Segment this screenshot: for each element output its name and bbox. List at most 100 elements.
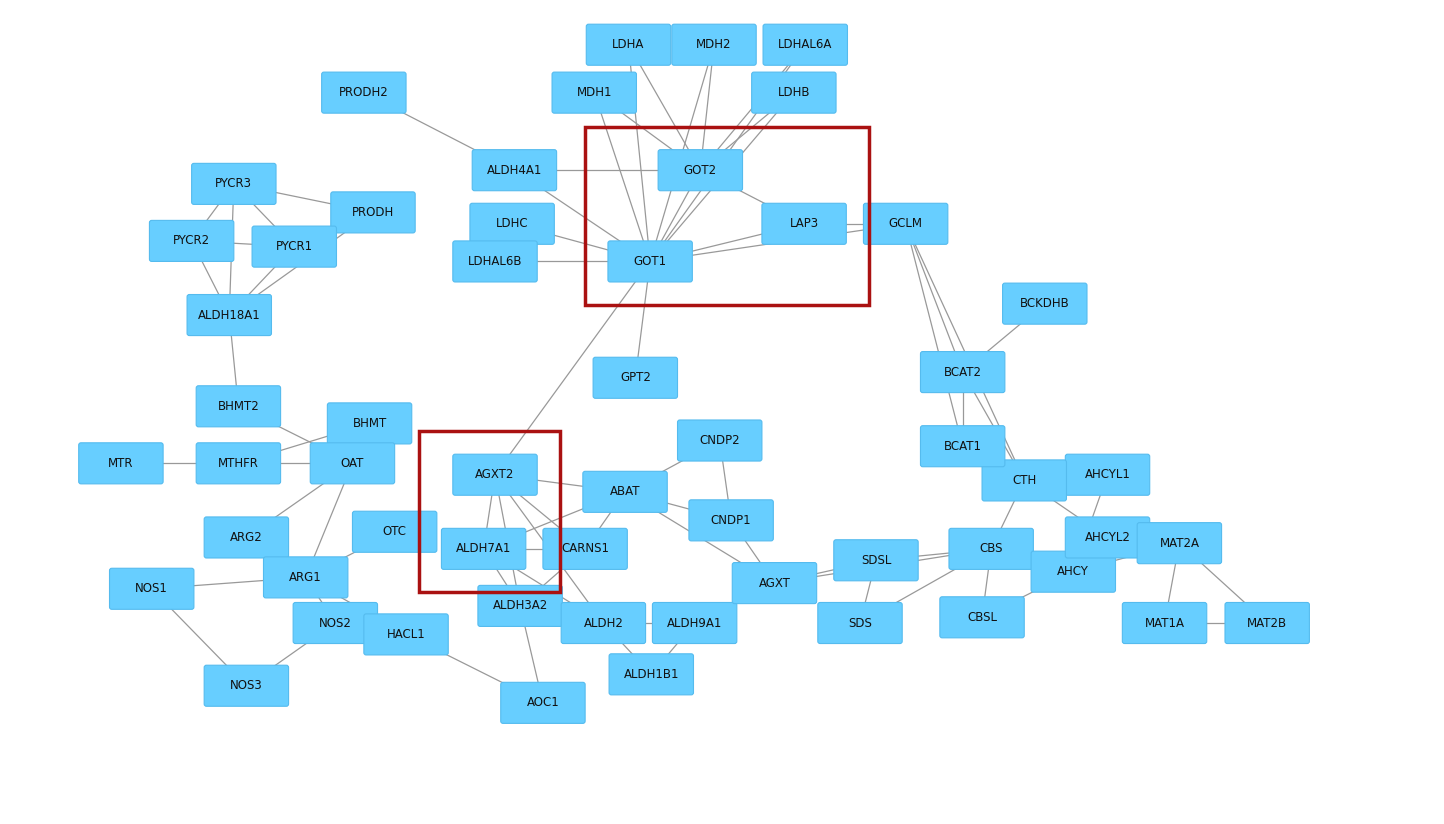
FancyBboxPatch shape	[543, 528, 627, 569]
FancyBboxPatch shape	[940, 597, 1024, 638]
Text: AOC1: AOC1	[527, 696, 559, 709]
FancyBboxPatch shape	[920, 426, 1005, 466]
Text: MTHFR: MTHFR	[218, 456, 258, 470]
FancyBboxPatch shape	[762, 204, 846, 245]
Text: GOT2: GOT2	[684, 164, 716, 176]
FancyBboxPatch shape	[653, 602, 736, 644]
Bar	[419, 432, 560, 592]
Text: LAP3: LAP3	[790, 218, 819, 230]
FancyBboxPatch shape	[583, 471, 667, 513]
Text: NOS2: NOS2	[319, 616, 352, 630]
FancyBboxPatch shape	[110, 569, 193, 609]
Text: LDHAL6B: LDHAL6B	[468, 255, 523, 268]
FancyBboxPatch shape	[982, 460, 1067, 501]
Text: BHMT: BHMT	[352, 417, 387, 430]
Text: BHMT2: BHMT2	[218, 400, 260, 413]
FancyBboxPatch shape	[188, 294, 271, 335]
FancyBboxPatch shape	[204, 517, 289, 558]
Text: NOS3: NOS3	[230, 679, 263, 692]
FancyBboxPatch shape	[1002, 283, 1087, 324]
Text: MAT1A: MAT1A	[1145, 616, 1184, 630]
Text: PYCR3: PYCR3	[215, 177, 253, 190]
FancyBboxPatch shape	[322, 73, 406, 113]
FancyBboxPatch shape	[501, 682, 585, 723]
Text: CARNS1: CARNS1	[562, 542, 609, 555]
FancyBboxPatch shape	[752, 73, 836, 113]
Text: NOS1: NOS1	[136, 583, 168, 595]
Text: MDH2: MDH2	[696, 38, 732, 51]
FancyBboxPatch shape	[689, 500, 774, 541]
FancyBboxPatch shape	[253, 226, 336, 267]
Text: LDHB: LDHB	[778, 87, 810, 99]
Text: BCAT1: BCAT1	[944, 440, 982, 452]
Text: GPT2: GPT2	[619, 372, 651, 384]
FancyBboxPatch shape	[79, 442, 163, 484]
Text: LDHA: LDHA	[612, 38, 644, 51]
Text: BCAT2: BCAT2	[944, 366, 982, 378]
FancyBboxPatch shape	[293, 602, 377, 644]
Bar	[585, 127, 869, 305]
FancyBboxPatch shape	[586, 24, 670, 65]
Text: MAT2A: MAT2A	[1160, 536, 1200, 550]
FancyBboxPatch shape	[364, 614, 448, 655]
FancyBboxPatch shape	[671, 24, 757, 65]
FancyBboxPatch shape	[1122, 602, 1207, 644]
Text: PYCR2: PYCR2	[173, 234, 211, 247]
FancyBboxPatch shape	[453, 241, 537, 282]
FancyBboxPatch shape	[204, 665, 289, 706]
Text: ALDH3A2: ALDH3A2	[492, 599, 547, 612]
Text: AHCY: AHCY	[1057, 565, 1089, 578]
Text: ARG1: ARG1	[289, 571, 322, 584]
FancyBboxPatch shape	[608, 241, 692, 282]
Text: MAT2B: MAT2B	[1248, 616, 1287, 630]
Text: MDH1: MDH1	[576, 87, 612, 99]
FancyBboxPatch shape	[196, 386, 280, 427]
FancyBboxPatch shape	[817, 602, 902, 644]
FancyBboxPatch shape	[552, 73, 637, 113]
Text: CTH: CTH	[1012, 474, 1037, 487]
Text: LDHC: LDHC	[495, 218, 529, 230]
FancyBboxPatch shape	[1066, 454, 1149, 495]
FancyBboxPatch shape	[1031, 551, 1116, 592]
FancyBboxPatch shape	[864, 204, 947, 245]
FancyBboxPatch shape	[331, 192, 416, 233]
FancyBboxPatch shape	[328, 403, 412, 444]
Text: HACL1: HACL1	[387, 628, 426, 641]
FancyBboxPatch shape	[469, 204, 554, 245]
FancyBboxPatch shape	[762, 24, 848, 65]
FancyBboxPatch shape	[658, 150, 742, 190]
Text: GOT1: GOT1	[634, 255, 667, 268]
Text: CNDP1: CNDP1	[710, 514, 751, 527]
Text: CBS: CBS	[979, 542, 1004, 555]
Text: CBSL: CBSL	[967, 611, 996, 624]
FancyBboxPatch shape	[352, 511, 438, 552]
FancyBboxPatch shape	[472, 150, 556, 190]
Text: AGXT: AGXT	[758, 577, 790, 590]
Text: PRODH: PRODH	[352, 206, 394, 219]
FancyBboxPatch shape	[920, 352, 1005, 392]
Text: SDSL: SDSL	[861, 554, 891, 567]
FancyBboxPatch shape	[562, 602, 645, 644]
Text: PYCR1: PYCR1	[276, 240, 313, 253]
Text: LDHAL6A: LDHAL6A	[778, 38, 832, 51]
FancyBboxPatch shape	[593, 358, 677, 398]
FancyBboxPatch shape	[949, 528, 1034, 569]
Text: AGXT2: AGXT2	[475, 468, 514, 481]
FancyBboxPatch shape	[196, 442, 280, 484]
FancyBboxPatch shape	[478, 585, 562, 626]
Text: OAT: OAT	[341, 456, 364, 470]
FancyBboxPatch shape	[453, 454, 537, 495]
Text: ARG2: ARG2	[230, 531, 263, 544]
Text: BCKDHB: BCKDHB	[1019, 297, 1070, 310]
Text: AHCYL1: AHCYL1	[1084, 468, 1131, 481]
Text: SDS: SDS	[848, 616, 872, 630]
Text: ALDH1B1: ALDH1B1	[624, 667, 679, 681]
Text: CNDP2: CNDP2	[699, 434, 739, 447]
FancyBboxPatch shape	[310, 442, 394, 484]
FancyBboxPatch shape	[833, 540, 918, 581]
FancyBboxPatch shape	[1225, 602, 1310, 644]
Text: AHCYL2: AHCYL2	[1084, 531, 1131, 544]
Text: MTR: MTR	[108, 456, 134, 470]
Text: ALDH9A1: ALDH9A1	[667, 616, 722, 630]
FancyBboxPatch shape	[149, 220, 234, 261]
